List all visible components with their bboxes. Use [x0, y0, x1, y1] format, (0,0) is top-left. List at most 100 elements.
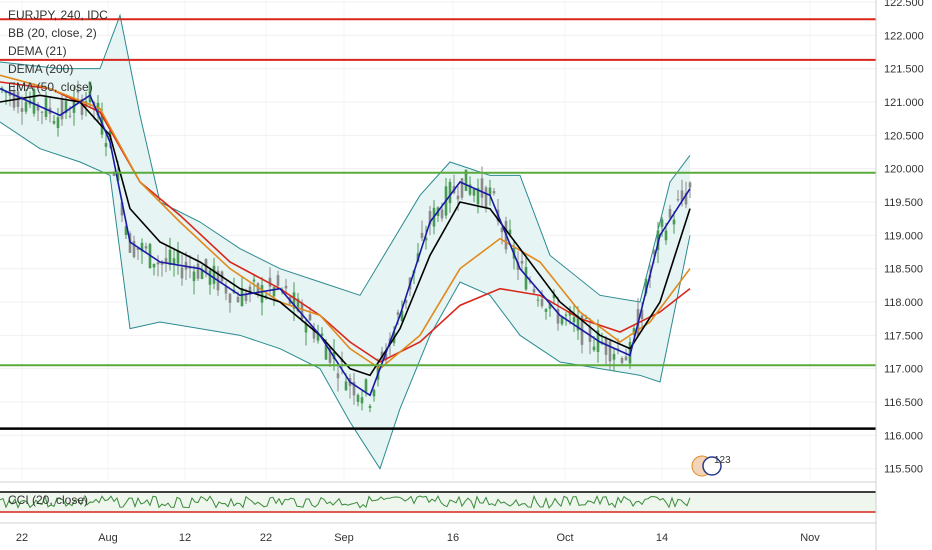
candle-body — [140, 242, 144, 252]
y-tick-label: 118.000 — [884, 297, 923, 309]
candle-body — [684, 192, 688, 205]
candle-body — [52, 120, 56, 124]
candle-body — [252, 279, 256, 282]
candle-body — [616, 348, 620, 350]
candle-body — [664, 230, 668, 241]
legend-bb[interactable]: BB (20, close, 2) — [8, 26, 97, 40]
candle-body — [544, 309, 548, 312]
candle-body — [336, 373, 340, 379]
y-tick-label: 121.000 — [884, 97, 924, 109]
watermark-text: 123 — [714, 455, 731, 466]
candle-body — [228, 293, 232, 303]
legend-dema200[interactable]: DEMA (200) — [8, 62, 74, 76]
y-tick-label: 120.500 — [884, 130, 924, 142]
candle-body — [196, 263, 200, 279]
x-tick-label: 22 — [16, 532, 28, 544]
candle-body — [492, 191, 496, 194]
candle-body — [652, 250, 656, 254]
candle-body — [572, 317, 576, 323]
candle-body — [172, 258, 176, 265]
candle-body — [644, 278, 648, 294]
candle-body — [116, 172, 120, 181]
candle-body — [676, 199, 680, 201]
candle-body — [620, 357, 624, 364]
candle-body — [60, 100, 64, 120]
legend-symbol[interactable]: EURJPY, 240, IDC — [8, 8, 108, 22]
candle-body — [308, 314, 312, 321]
candle-body — [320, 333, 324, 336]
candle-body — [400, 310, 404, 322]
x-tick-label: 14 — [656, 532, 668, 544]
candle-body — [332, 351, 336, 360]
y-tick-label: 120.000 — [884, 164, 924, 176]
candle-body — [284, 285, 288, 289]
legend-dema21[interactable]: DEMA (21) — [8, 44, 67, 58]
candle-body — [312, 329, 316, 339]
candle-body — [464, 169, 468, 191]
candle-body — [536, 299, 540, 301]
x-tick-label: Aug — [98, 532, 118, 544]
candle-body — [624, 356, 628, 361]
candle-body — [256, 283, 260, 295]
candle-body — [552, 294, 556, 299]
candle-body — [236, 296, 240, 303]
candle-body — [680, 190, 684, 201]
candle-body — [328, 347, 332, 363]
candle-body — [276, 275, 280, 286]
legend-ema50[interactable]: EMA (50, close) — [8, 80, 93, 94]
candle-body — [524, 267, 528, 290]
candle-body — [80, 99, 84, 115]
candle-body — [244, 293, 248, 301]
candle-body — [404, 299, 408, 304]
cci-label: CCI (20, close) — [8, 493, 88, 507]
x-tick-label: Nov — [800, 532, 820, 544]
candle-body — [456, 195, 460, 200]
candle-body — [480, 178, 484, 198]
y-tick-label: 119.000 — [884, 230, 923, 242]
candle-body — [316, 332, 320, 341]
candle-body — [272, 287, 276, 297]
candle-body — [420, 232, 424, 238]
candle-body — [356, 394, 360, 402]
time-axis[interactable]: 22 Aug 12 22 Sep 16 Oct 14 Nov — [0, 522, 876, 544]
watermark-logo: 123 — [691, 455, 731, 477]
candle-body — [564, 314, 568, 316]
candle-body — [476, 188, 480, 205]
candle-body — [588, 326, 592, 342]
candle-body — [344, 381, 348, 391]
candle-body — [40, 111, 44, 113]
candle-body — [324, 345, 328, 360]
candle-body — [448, 181, 452, 204]
candle-body — [292, 292, 296, 309]
candle-body — [472, 188, 476, 196]
candle-body — [304, 323, 308, 333]
candle-body — [424, 237, 428, 241]
candle-body — [68, 115, 72, 117]
candle-body — [32, 89, 36, 114]
candle-body — [192, 271, 196, 282]
y-tick-label: 119.500 — [884, 197, 923, 209]
candle-body — [132, 240, 136, 258]
x-tick-label: 12 — [179, 532, 191, 544]
candle-body — [508, 229, 512, 235]
candle-body — [112, 171, 116, 176]
price-axis[interactable]: 115.500 116.000 116.500 117.000 117.500 118.0… — [875, 0, 932, 550]
candle-body — [208, 270, 212, 285]
candle-body — [384, 353, 388, 361]
candle-body — [460, 178, 464, 198]
cci-band — [0, 492, 876, 512]
cci-pane: CCI (20, close)0.00 — [0, 481, 932, 513]
candle-body — [632, 328, 636, 335]
y-tick-label: 118.500 — [884, 264, 923, 276]
candle-body — [248, 286, 252, 294]
candle-body — [428, 210, 432, 225]
candle-body — [88, 81, 92, 103]
candle-body — [532, 289, 536, 293]
y-tick-label: 116.000 — [884, 430, 923, 442]
candle-body — [164, 258, 168, 264]
candle-body — [104, 143, 108, 147]
y-tick-label: 116.500 — [884, 397, 923, 409]
candle-body — [556, 309, 560, 324]
candle-body — [200, 269, 204, 279]
